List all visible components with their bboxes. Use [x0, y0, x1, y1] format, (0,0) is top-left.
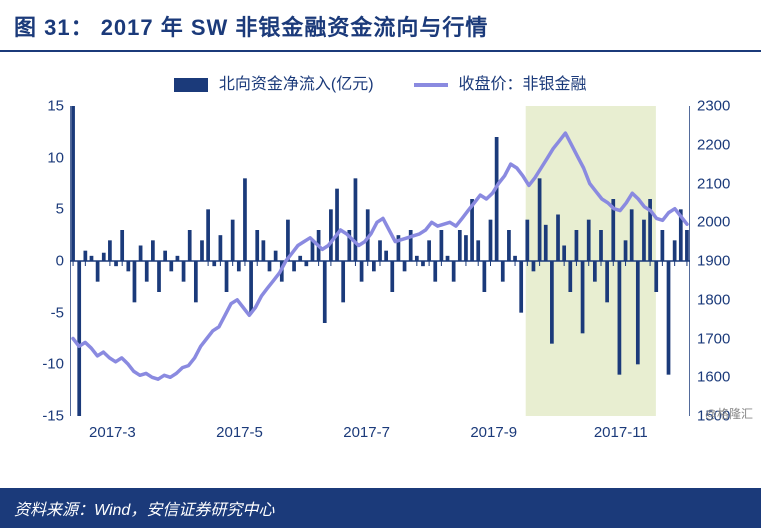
legend-bar-label: 北向资金净流入(亿元)	[219, 76, 374, 93]
source-footer: 资料来源：Wind，安信证券研究中心	[0, 488, 761, 528]
legend-line-swatch	[414, 83, 448, 87]
y-right-tick: 1900	[697, 253, 747, 270]
y-left-tick: 0	[20, 253, 64, 270]
legend-line: 收盘价：非银金融	[414, 70, 586, 94]
y-left-tick: -15	[20, 408, 64, 425]
legend: 北向资金净流入(亿元) 收盘价：非银金融	[0, 70, 761, 94]
y-right-tick: 2000	[697, 214, 747, 231]
x-tick: 2017-7	[343, 424, 390, 441]
y-right-tick: 1600	[697, 369, 747, 386]
x-tick: 2017-3	[89, 424, 136, 441]
legend-line-label: 收盘价：非银金融	[459, 76, 587, 93]
x-tick: 2017-11	[594, 424, 648, 441]
y-left-tick: 15	[20, 98, 64, 115]
y-right-tick: 2200	[697, 136, 747, 153]
chart-area: 北向资金净流入(亿元) 收盘价：非银金融 -15-10-5051015 1500…	[0, 52, 761, 472]
watermark: @格隆汇	[705, 405, 753, 422]
legend-bar: 北向资金净流入(亿元)	[174, 70, 373, 94]
y-right-tick: 2300	[697, 98, 747, 115]
title-bar: 图 31： 2017 年 SW 非银金融资金流向与行情	[0, 0, 761, 52]
y-left-tick: 5	[20, 201, 64, 218]
plot	[70, 106, 690, 416]
x-tick: 2017-5	[216, 424, 263, 441]
y-left-tick: -5	[20, 304, 64, 321]
legend-bar-swatch	[174, 78, 208, 92]
plot-svg	[70, 106, 690, 416]
y-left-tick: -10	[20, 356, 64, 373]
y-right-tick: 1700	[697, 330, 747, 347]
x-tick: 2017-9	[470, 424, 517, 441]
y-right-tick: 2100	[697, 175, 747, 192]
chart-title: 图 31： 2017 年 SW 非银金融资金流向与行情	[14, 15, 488, 40]
y-right-tick: 1800	[697, 291, 747, 308]
y-left-tick: 10	[20, 149, 64, 166]
source-text: 资料来源：Wind，安信证券研究中心	[14, 502, 274, 519]
